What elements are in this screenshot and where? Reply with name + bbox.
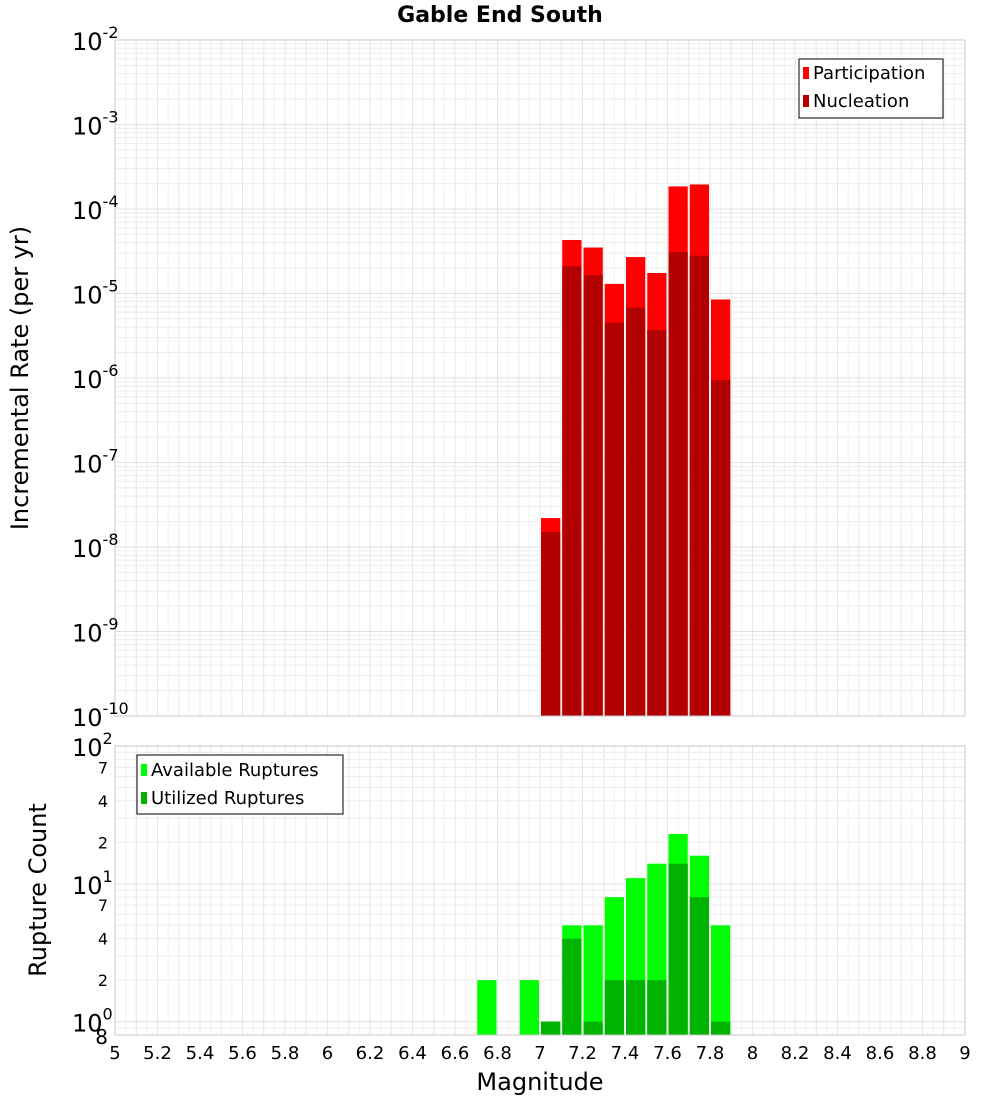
legend-swatch-utilized: [141, 792, 147, 804]
top-bars: [541, 184, 731, 717]
x-tick-label: 6.6: [441, 1043, 470, 1064]
bar-nucleation: [647, 329, 667, 716]
bar-utilized-ruptures: [668, 863, 688, 1035]
x-tick-label: 8.8: [908, 1043, 937, 1064]
bottom-plot-frame: [114, 745, 966, 1036]
bar-available-ruptures: [711, 925, 731, 1035]
legend-label-utilized: Utilized Ruptures: [151, 788, 304, 809]
bar-utilized-ruptures: [689, 897, 709, 1035]
x-tick-label: 6.2: [356, 1043, 385, 1064]
x-tick-label: 7.2: [568, 1043, 597, 1064]
bar-nucleation: [626, 307, 646, 716]
bottom-y-axis-label: Rupture Count: [24, 803, 52, 977]
x-tick-label: 5.6: [228, 1043, 257, 1064]
x-tick-label: 7.4: [611, 1043, 640, 1064]
x-ticks: 5 5.2 5.4 5.6 5.8 6 6.2 6.4 6.6 6.8 7 7.2 7.4 7.6 7.8 8…: [109, 1043, 970, 1064]
bar-nucleation: [604, 322, 624, 716]
y-tick-label-minor: 8: [95, 1025, 108, 1049]
legend-label-participation: Participation: [813, 63, 925, 84]
y-tick-label: 10-3: [72, 108, 119, 141]
bar-utilized-ruptures: [583, 1021, 603, 1035]
x-tick-label: 6.8: [483, 1043, 512, 1064]
y-tick-label: 101: [72, 867, 113, 900]
x-tick-label: 8.6: [866, 1043, 895, 1064]
legend-label-available: Available Ruptures: [151, 760, 319, 781]
y-tick-label: 10-7: [72, 446, 119, 479]
y-tick-label-minor: 4: [98, 792, 108, 811]
y-tick-label-minor: 7: [98, 758, 108, 777]
top-legend: Participation Nucleation: [798, 58, 944, 119]
bar-utilized-ruptures: [647, 980, 667, 1035]
bar-nucleation: [583, 275, 603, 716]
x-tick-label: 9: [959, 1043, 970, 1064]
x-tick-label: 7: [534, 1043, 545, 1064]
y-tick-label: 10-5: [72, 277, 119, 310]
bar-nucleation: [689, 255, 709, 716]
bottom-bars: [477, 833, 731, 1035]
x-tick-label: 6.4: [398, 1043, 427, 1064]
legend-swatch-participation: [803, 67, 809, 79]
y-tick-label: 10-8: [72, 530, 119, 563]
y-tick-label-minor: 7: [98, 896, 108, 915]
bar-available-ruptures: [477, 980, 497, 1035]
x-tick-label: 8: [747, 1043, 758, 1064]
x-tick-label: 5.4: [186, 1043, 215, 1064]
x-tick-label: 6: [322, 1043, 333, 1064]
chart-title: Gable End South: [397, 3, 603, 28]
bar-nucleation: [668, 251, 688, 717]
bar-utilized-ruptures: [711, 1021, 731, 1035]
y-tick-label: 10-9: [72, 615, 119, 648]
x-tick-label: 5.8: [271, 1043, 300, 1064]
bottom-legend: Available Ruptures Utilized Ruptures: [136, 754, 344, 815]
y-tick-label: 100: [72, 1005, 113, 1038]
y-tick-label: 10-6: [72, 361, 119, 394]
y-tick-label-minor: 4: [98, 930, 108, 949]
y-tick-label-minor: 2: [98, 833, 108, 852]
y-tick-label: 10-2: [72, 23, 119, 56]
bar-available-ruptures: [519, 980, 539, 1035]
x-tick-label: 8.4: [823, 1043, 852, 1064]
legend-swatch-available: [141, 764, 147, 776]
legend-swatch-nucleation: [803, 95, 809, 107]
bar-utilized-ruptures: [562, 938, 582, 1035]
bar-nucleation: [711, 379, 731, 716]
x-axis-label: Magnitude: [476, 1068, 603, 1096]
x-tick-label: 5: [109, 1043, 120, 1064]
top-y-axis-label: Incremental Rate (per yr): [6, 226, 34, 530]
top-grid: [114, 39, 966, 717]
y-tick-label: 102: [72, 729, 113, 762]
legend-label-nucleation: Nucleation: [813, 91, 909, 112]
top-plot-frame: [114, 39, 966, 717]
bar-utilized-ruptures: [541, 1021, 561, 1035]
x-tick-label: 8.2: [781, 1043, 810, 1064]
bar-available-ruptures: [583, 925, 603, 1035]
x-tick-label: 7.8: [696, 1043, 725, 1064]
bar-utilized-ruptures: [626, 980, 646, 1035]
bar-utilized-ruptures: [604, 980, 624, 1035]
bar-nucleation: [541, 532, 561, 716]
y-tick-label-minor: 2: [98, 971, 108, 990]
x-tick-label: 7.6: [653, 1043, 682, 1064]
top-y-ticks: 10-10 10-9 10-8 10-7 10-6 10-5 10-4 10-3 10-2: [72, 23, 129, 732]
x-tick-label: 5.2: [143, 1043, 172, 1064]
bar-nucleation: [562, 266, 582, 716]
y-tick-label: 10-4: [72, 192, 119, 225]
y-tick-label: 10-10: [72, 699, 129, 732]
